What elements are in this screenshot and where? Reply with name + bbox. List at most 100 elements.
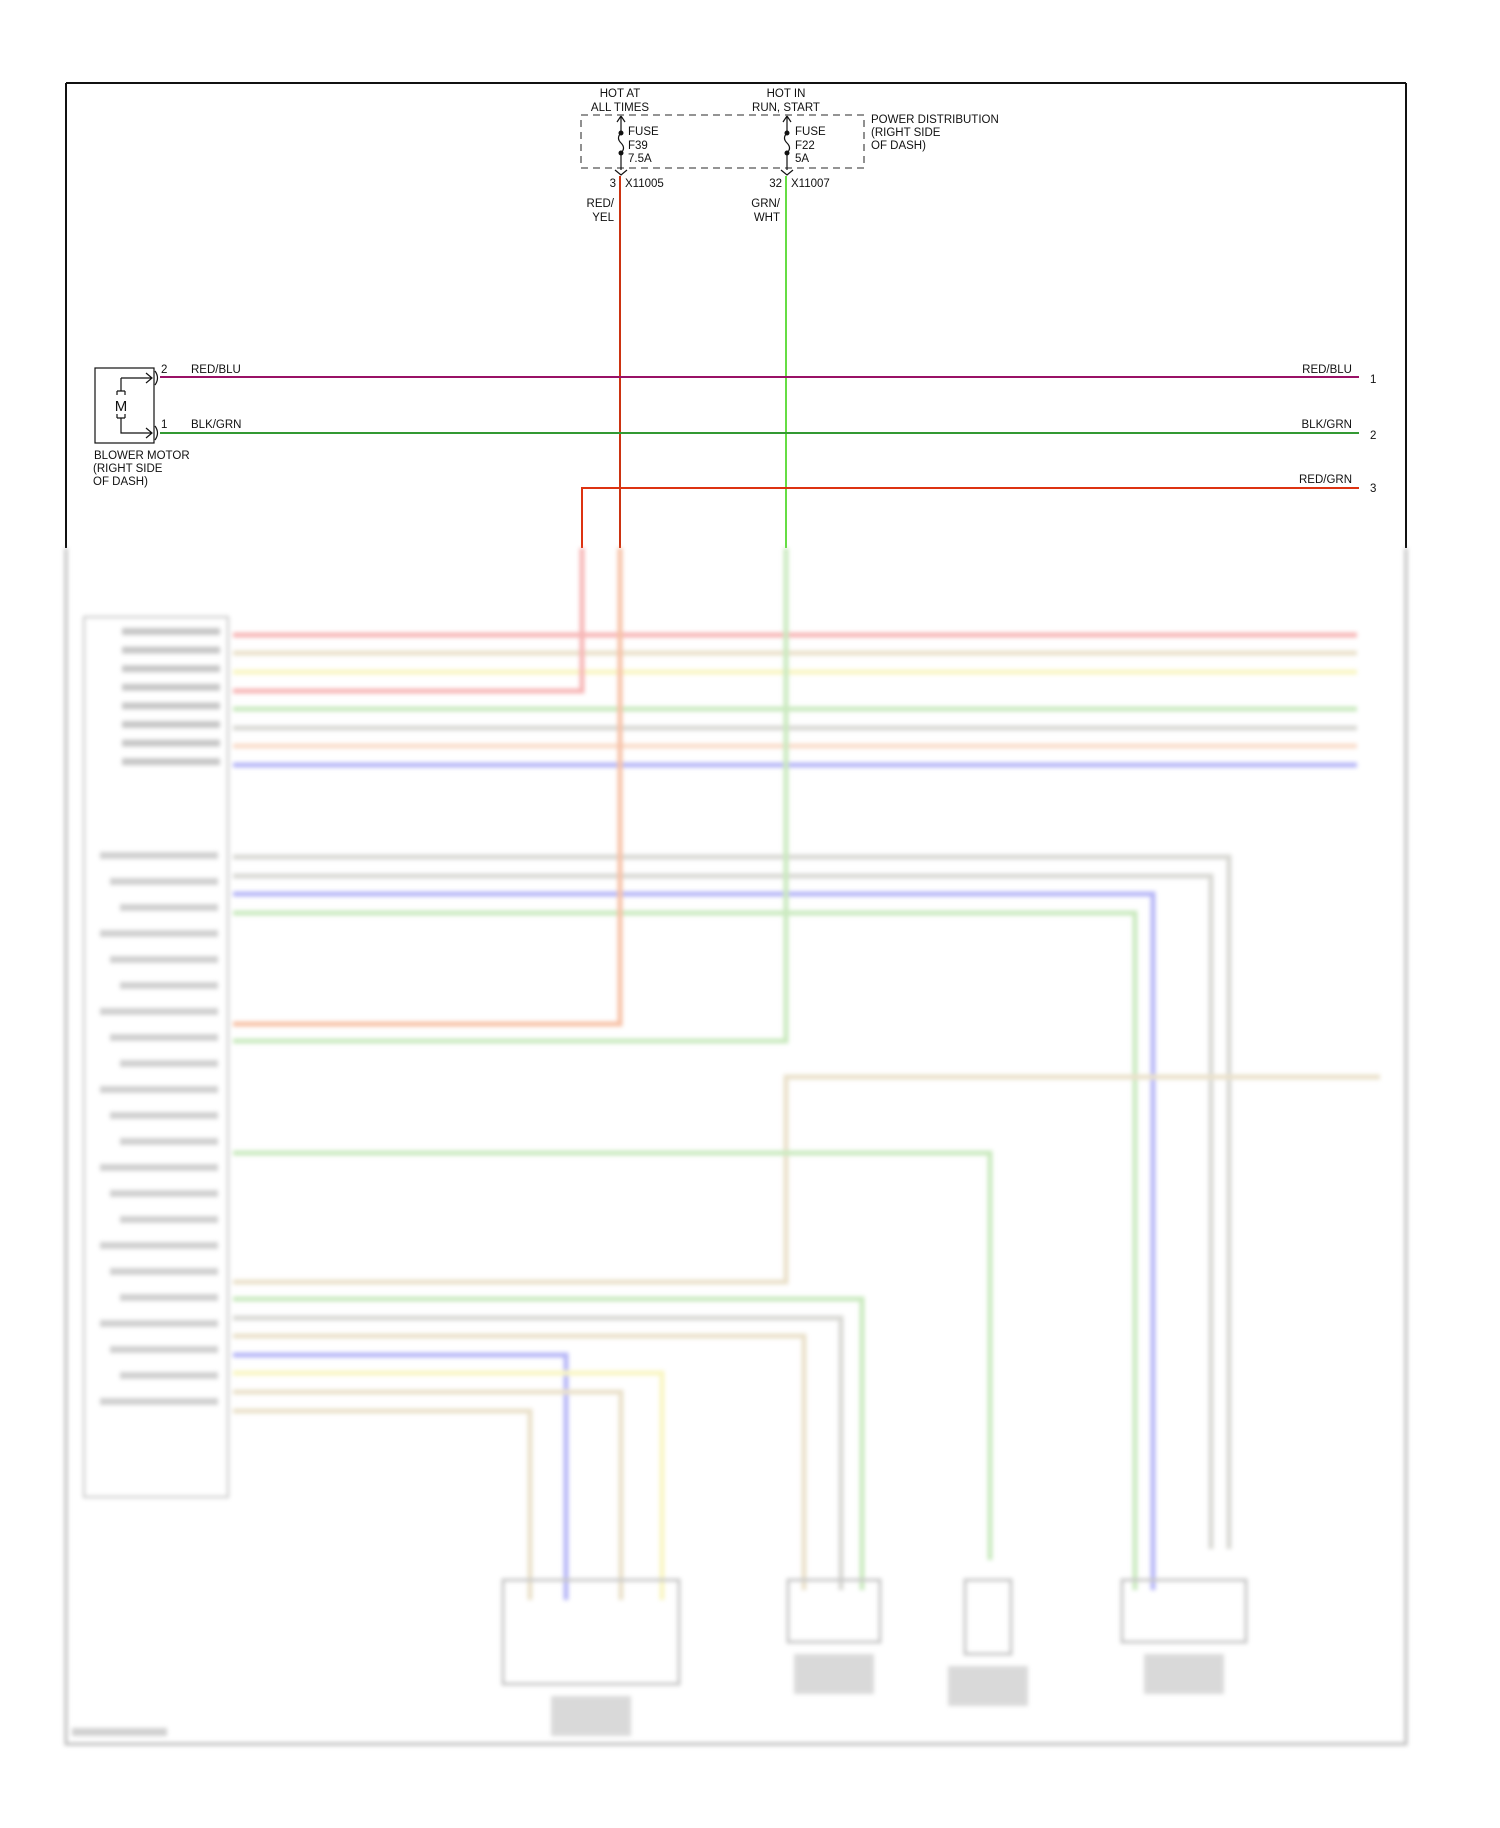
- wire-color-label: GRN/: [751, 198, 781, 210]
- hot-label-2: ALL TIMES: [591, 102, 649, 114]
- faded-wire: [233, 1370, 665, 1600]
- faded-pin-label: [110, 956, 218, 963]
- wire-label: BLK/GRN: [191, 419, 242, 431]
- faded-pin-label: [100, 1320, 218, 1327]
- faded-pin-label: [110, 1190, 218, 1197]
- faded-component-label: [1144, 1654, 1224, 1694]
- faded-pin-label: [110, 1034, 218, 1041]
- fuse-rating: 5A: [795, 153, 809, 165]
- faded-component: [501, 1578, 681, 1686]
- faded-wire: [233, 873, 1214, 1549]
- faded-pin-label: [122, 683, 220, 691]
- power-distribution-label-3: OF DASH): [871, 140, 926, 152]
- faded-pin-label: [100, 1164, 218, 1171]
- faded-pin-label: [122, 665, 220, 673]
- fuse-rating: 7.5A: [628, 153, 652, 165]
- faded-pin-label: [100, 1242, 218, 1249]
- hot-label-2: RUN, START: [752, 102, 820, 114]
- module-box: [83, 616, 229, 1498]
- faded-component-label: [794, 1654, 874, 1694]
- pin-number: 1: [1370, 374, 1376, 386]
- faded-component-label: [948, 1666, 1028, 1706]
- faded-pin-label: [122, 758, 220, 766]
- faded-pin-label: [100, 930, 218, 937]
- faded-pin-label: [120, 1372, 218, 1379]
- faded-wire: [233, 891, 1156, 1590]
- faded-pin-label: [120, 1060, 218, 1067]
- blower-motor-label-3: OF DASH): [93, 476, 148, 488]
- faded-wire: [233, 548, 789, 1044]
- wire-label-right: RED/BLU: [1302, 364, 1352, 376]
- blower-motor-box: [94, 367, 155, 444]
- faded-component-label: [551, 1696, 631, 1736]
- hot-label-1: HOT IN: [767, 88, 806, 100]
- faded-wire: [233, 1389, 624, 1600]
- frame-lower: [64, 548, 1408, 1746]
- faded-footer-text: [72, 1728, 167, 1736]
- connector-id: X11005: [625, 178, 664, 190]
- faded-pin-label: [122, 739, 220, 747]
- power-distribution-label-2: (RIGHT SIDE: [871, 127, 941, 139]
- pin-number: 3: [610, 178, 616, 190]
- pin-number: 2: [161, 364, 167, 376]
- faded-component: [963, 1578, 1013, 1656]
- faded-component: [1120, 1578, 1248, 1644]
- faded-pin-label: [120, 982, 218, 989]
- faded-wire: [233, 1333, 807, 1590]
- blower-motor-label-2: (RIGHT SIDE: [93, 463, 163, 475]
- wire-label: RED/BLU: [191, 364, 241, 376]
- fuse-label: FUSE: [628, 126, 659, 138]
- faded-pin-label: [100, 1086, 218, 1093]
- faded-wire: [233, 854, 1232, 1549]
- fuse-icon: [780, 115, 794, 176]
- faded-pin-label: [120, 1294, 218, 1301]
- faded-component: [786, 1578, 882, 1644]
- faded-wire: [233, 1408, 533, 1600]
- wire-color-label: RED/: [587, 198, 615, 210]
- hot-label-1: HOT AT: [600, 88, 640, 100]
- motor-symbol: M: [115, 398, 128, 415]
- faded-pin-label: [122, 702, 220, 710]
- faded-pin-label: [110, 878, 218, 885]
- faded-wire: [233, 910, 1138, 1590]
- fuse-icon: [614, 115, 628, 176]
- wire-color-label: WHT: [754, 212, 780, 224]
- faded-wire: [233, 548, 623, 1027]
- blower-motor-label-1: BLOWER MOTOR: [94, 450, 190, 462]
- pin-number: 3: [1370, 483, 1376, 495]
- faded-wire: [233, 1315, 844, 1590]
- faded-pin-label: [100, 852, 218, 859]
- wire-color-label: YEL: [592, 212, 614, 224]
- fuse-f22-feed: HOT IN RUN, START FUSE F22 5A 32 X11007 …: [751, 88, 830, 548]
- blower-motor: M 2 1 BLOWER MOTOR (RIGHT SIDE OF DASH): [93, 364, 190, 488]
- faded-pin-label: [120, 1138, 218, 1145]
- pin-number: 1: [161, 419, 167, 431]
- power-distribution-box: [580, 114, 865, 169]
- faded-pin-label: [110, 1268, 218, 1275]
- faded-pin-label: [122, 646, 220, 654]
- wire-label-right: BLK/GRN: [1302, 419, 1353, 431]
- faded-wire: [233, 1352, 569, 1600]
- faded-pin-label: [100, 1008, 218, 1015]
- wire-red-grn: [581, 487, 1359, 548]
- faded-wire: [233, 1150, 993, 1560]
- connector-icon: [154, 370, 159, 441]
- faded-pin-label: [122, 628, 220, 635]
- connector-id: X11007: [791, 178, 830, 190]
- fuse-id: F39: [628, 140, 648, 152]
- faded-pin-label: [110, 1112, 218, 1119]
- wire-label-right: RED/GRN: [1299, 474, 1352, 486]
- faded-wire: [233, 1296, 865, 1590]
- faded-pin-label: [120, 1216, 218, 1223]
- pin-number: 32: [769, 178, 782, 190]
- faded-wire: [233, 1074, 1380, 1285]
- motor-icon: [116, 372, 153, 439]
- pin-number: 2: [1370, 430, 1376, 442]
- fuse-f39-feed: HOT AT ALL TIMES FUSE F39 7.5A 3 X11005 …: [587, 88, 664, 548]
- faded-pin-label: [100, 1398, 218, 1405]
- power-distribution-label-1: POWER DISTRIBUTION: [871, 114, 999, 126]
- faded-lower-section: [64, 548, 1408, 1746]
- fuse-id: F22: [795, 140, 815, 152]
- faded-pin-label: [120, 904, 218, 911]
